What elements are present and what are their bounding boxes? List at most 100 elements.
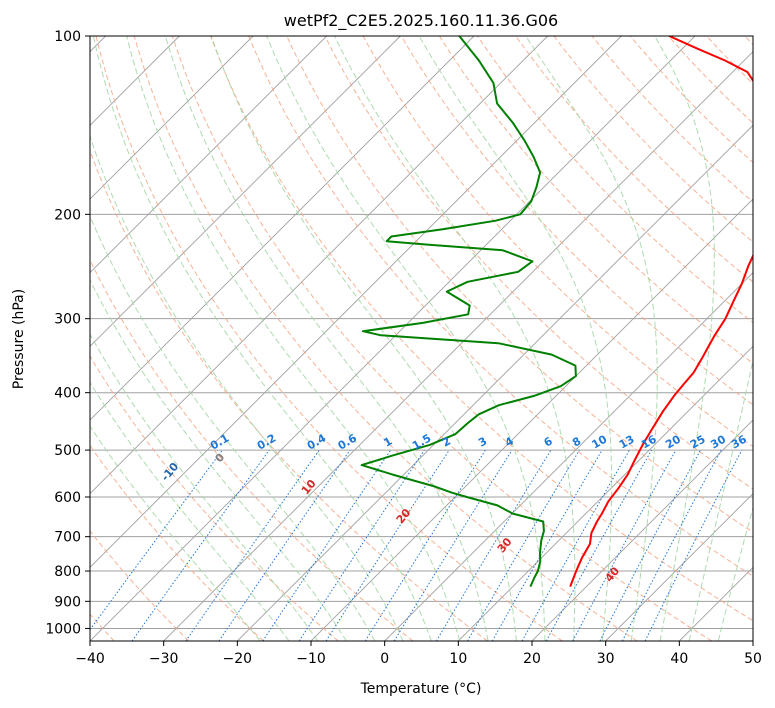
x-tick-label: 20 [523,651,541,667]
dry-adiabat-line [668,36,753,124]
moist-adiabat-line [90,381,290,641]
mixing-ratio-label: 25 [688,433,708,452]
y-tick-label: 800 [54,564,81,580]
isotherm-line [90,36,622,568]
mixing-ratio-line [599,449,701,641]
mixing-ratio-line [298,449,425,641]
mixing-ratio-line [185,449,320,641]
isotherm-line [531,419,753,641]
mixing-ratio-line [521,449,630,641]
dry-adiabat-line [90,530,190,641]
y-tick-label: 100 [54,29,81,45]
dry-adiabat-line [90,258,414,641]
dry-adiabat-line [515,36,753,283]
dry-adiabat-line [95,36,563,641]
mixing-ratio-line [644,449,743,641]
isotherm-line [90,36,548,495]
x-tick-label: 0 [380,651,389,667]
mixing-ratio-line [90,449,223,631]
dry-adiabat-line [248,36,753,577]
moist-adiabat-line [688,357,753,641]
mixing-ratio-lines [90,449,743,641]
y-tick-label: 500 [54,443,81,459]
isotherm-line [752,640,753,641]
mixing-ratio-label: 13 [617,433,637,452]
y-tick-label: 200 [54,207,81,223]
mixing-ratio-label: 16 [639,432,659,451]
dry-adiabat-line [477,36,753,324]
x-tick-label: 40 [670,651,688,667]
mixing-ratio-label: 0.2 [255,432,278,453]
x-tick-label: 10 [449,651,467,667]
grid-lines [90,36,753,641]
dry-adiabat-line [133,36,638,641]
mixing-ratio-line [325,449,450,641]
dry-adiabat-line [438,36,753,365]
dry-adiabat-line [90,149,488,641]
y-tick-label: 1000 [45,621,81,637]
dry-adiabat-line [744,36,753,46]
chart-title: wetPf2_C2E5.2025.160.11.36.G06 [284,11,558,31]
moist-adiabat-line [717,505,753,641]
isotherm-line [310,198,753,641]
dry-adiabat-line [324,36,753,490]
profile-series [360,36,753,588]
y-tick-label: 700 [54,530,81,546]
line-labels: 0.10.20.40.611.52346810131620253036-100-… [0,375,750,584]
dry-adiabat-line [90,355,339,641]
isotherm-line [384,272,753,641]
temperature-profile-line [569,36,753,587]
dry-adiabat-line [171,36,712,641]
mixing-ratio-line [621,449,722,641]
isotherm-line [163,51,753,641]
x-tick-label: 30 [597,651,615,667]
dry-adiabat-line [591,36,753,203]
mixing-ratio-label: 0.1 [208,432,231,453]
moist-adiabat-line [90,134,404,641]
dry-adiabats [90,36,753,641]
dry-adiabat-label: -30 [0,375,6,399]
mixing-ratio-label: 0.4 [305,431,329,452]
isotherm-line [90,36,401,347]
isotherm-line [605,493,753,641]
moist-adiabat-line [90,333,319,641]
y-tick-label: 300 [54,312,81,328]
y-tick-label: 400 [54,386,81,402]
dry-adiabat-label: -20 [67,417,90,441]
isotherm-line [90,36,475,421]
mixing-ratio-line [545,449,653,641]
isotherm-line [237,124,753,641]
moist-adiabat-line [210,36,517,641]
mixing-ratio-line [131,449,270,641]
y-tick-label: 900 [54,594,81,610]
moist-adiabat-line [525,36,658,641]
moist-adiabat-line [266,36,546,641]
x-tick-label: −40 [75,651,105,667]
mixing-ratio-label: 20 [663,432,683,451]
moist-adiabat-line [90,214,376,641]
dry-adiabat-line [706,36,753,85]
plot-area: 0.10.20.40.611.52346810131620253036-100-… [0,36,753,641]
plot-frame [89,35,754,642]
mixing-ratio-label: 36 [729,432,749,451]
dry-adiabat-label: 20 [394,506,414,526]
isotherm-line [90,36,327,274]
x-tick-label: −10 [296,651,326,667]
moist-adiabat-line [126,36,461,641]
y-axis-ticks: 100 200 300 400 500 600 700 800 900 1000 [45,29,90,637]
y-tick-label: 600 [54,490,81,506]
moist-adiabat-line [90,425,261,641]
x-tick-label: −20 [223,651,253,667]
mixing-ratio-label: 6 [542,434,555,449]
x-axis-label: Temperature (°C) [360,681,482,697]
mixing-ratio-line [364,449,486,641]
mixing-ratio-line [262,449,392,641]
mixing-ratio-line [218,449,351,641]
mixing-ratio-line [435,449,552,641]
x-axis-ticks: −40 −30 −20 −10 0 10 20 30 40 50 [75,641,762,667]
isotherm-line [458,345,753,641]
x-tick-label: −30 [149,651,179,667]
dewpoint-profile-line [360,36,577,588]
moist-adiabat-line [418,36,613,641]
